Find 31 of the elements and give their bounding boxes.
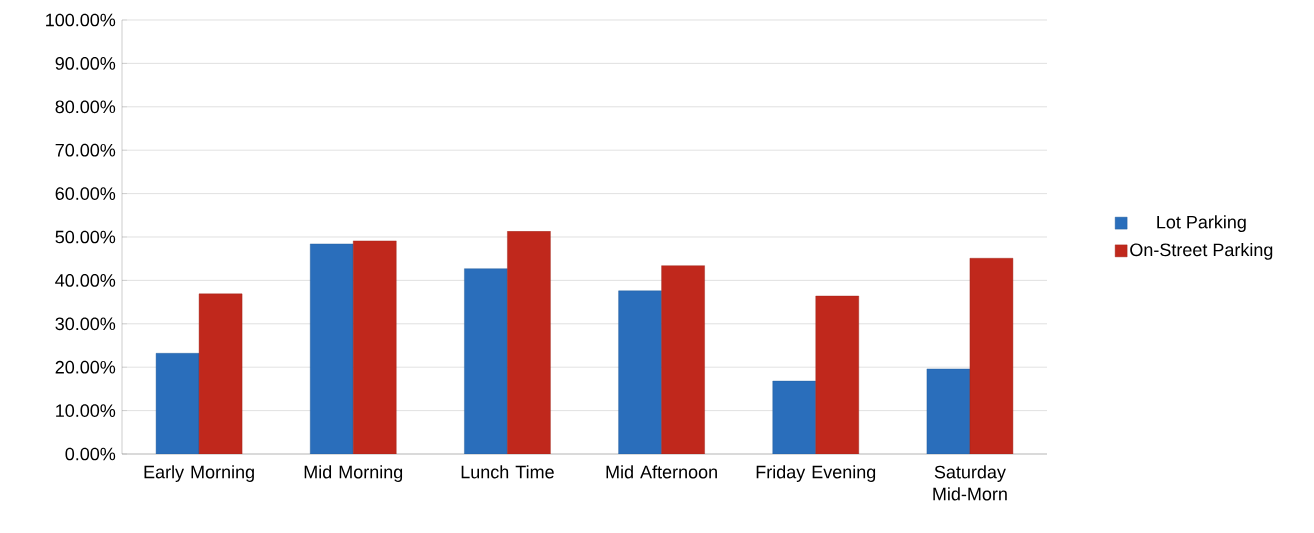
y-tick-label: 90.00% bbox=[55, 57, 116, 70]
y-tick-label: 100.00% bbox=[46, 13, 116, 27]
y-tick-label: 70.00% bbox=[55, 143, 116, 157]
bar bbox=[198, 293, 243, 454]
bar bbox=[815, 295, 859, 454]
bar bbox=[507, 231, 551, 454]
legend-label: On-Street Parking bbox=[1130, 242, 1273, 260]
x-tick-label: Friday Evening bbox=[756, 465, 876, 482]
bar bbox=[969, 258, 1014, 454]
y-tick-label: 60.00% bbox=[55, 187, 116, 200]
y-tick-label: 50.00% bbox=[55, 230, 116, 244]
x-tick-label: Mid Afternoon bbox=[606, 465, 717, 479]
bar bbox=[464, 268, 508, 454]
bar bbox=[155, 353, 200, 454]
bar bbox=[661, 265, 705, 454]
y-tick-label: 20.00% bbox=[55, 360, 116, 374]
x-tick-label: Saturday Mid-Morn bbox=[933, 465, 1007, 501]
bar bbox=[772, 380, 816, 454]
bar bbox=[310, 243, 354, 454]
bar bbox=[926, 368, 971, 454]
y-tick-label: 0.00% bbox=[65, 447, 116, 461]
bar bbox=[618, 290, 662, 454]
y-tick-label: 80.00% bbox=[55, 100, 116, 114]
y-tick-label: 30.00% bbox=[55, 317, 116, 331]
x-tick-label: Mid Morning bbox=[304, 465, 403, 482]
bar bbox=[353, 240, 397, 454]
x-tick-label: Lunch Time bbox=[461, 465, 554, 479]
legend-label: Lot Parking bbox=[1157, 215, 1246, 233]
y-tick-label: 10.00% bbox=[56, 404, 116, 417]
y-tick-label: 40.00% bbox=[55, 274, 116, 287]
x-tick-label: Early Morning bbox=[144, 465, 254, 482]
